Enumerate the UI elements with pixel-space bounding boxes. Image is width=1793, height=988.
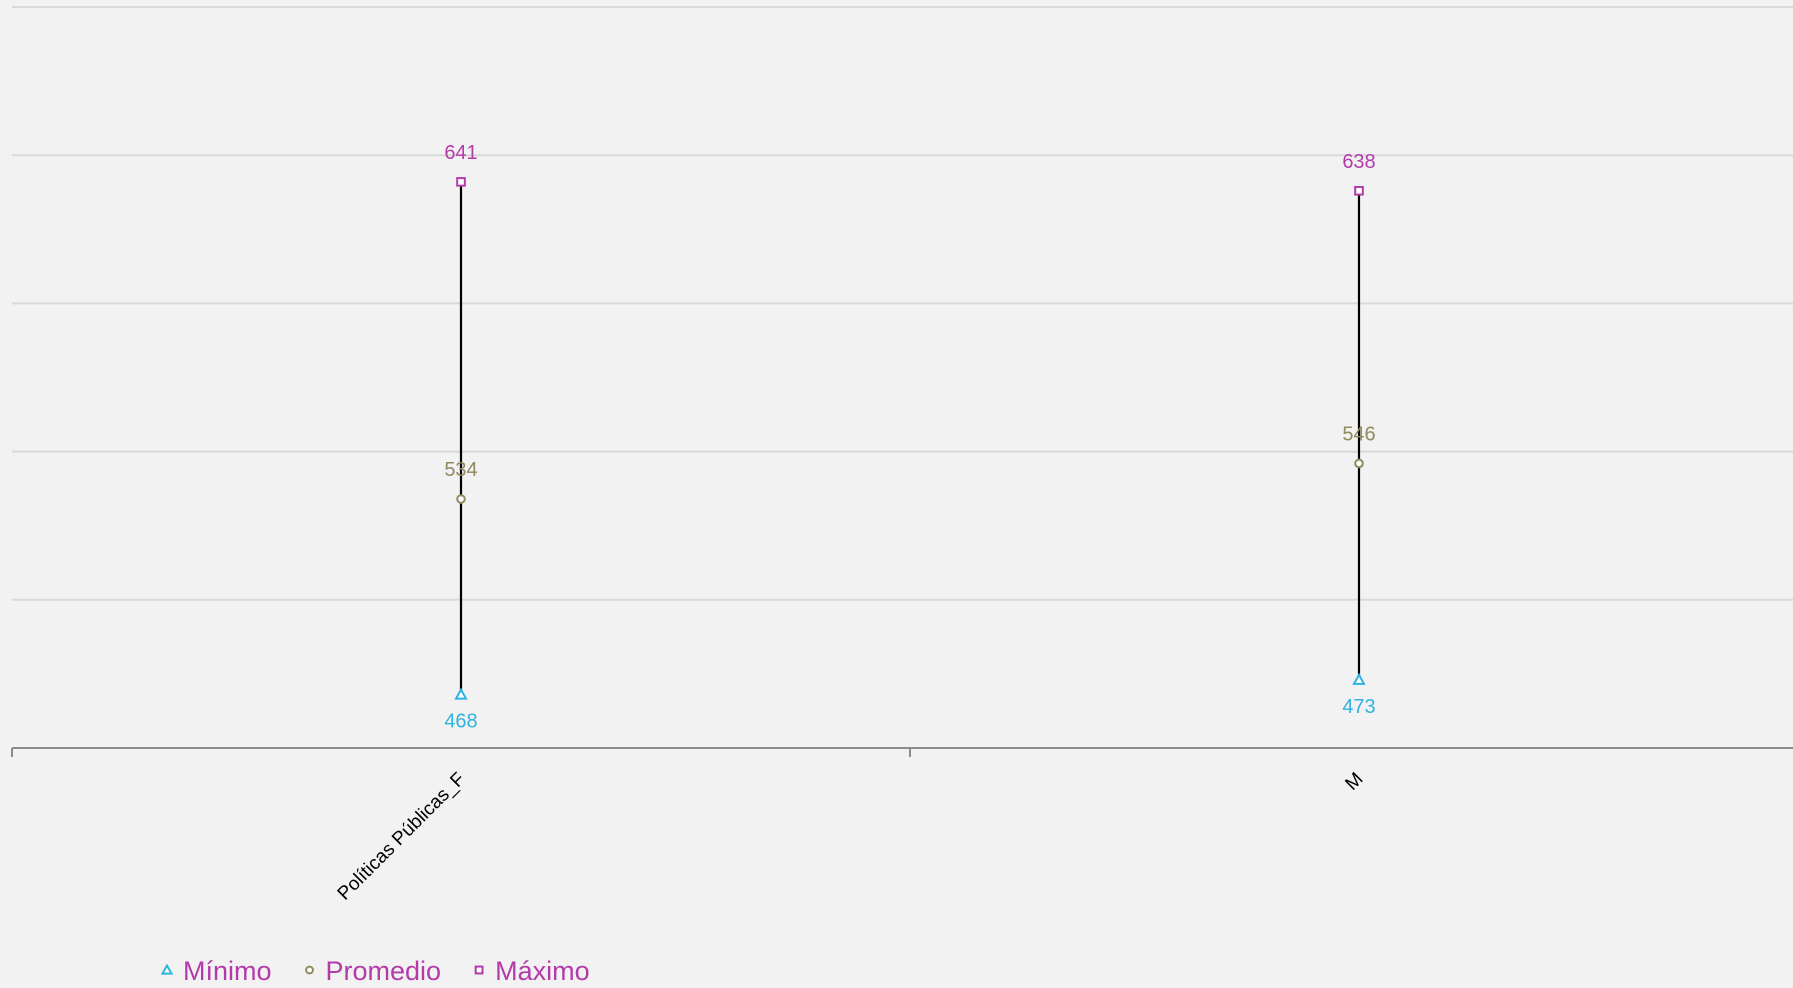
data-label-maximo-politicas-publicas-f: 641: [444, 142, 477, 164]
data-label-promedio-m: 546: [1342, 423, 1375, 445]
x-axis: [11, 747, 1793, 757]
legend-entry-maximo: Máximo: [495, 956, 590, 986]
legend-marker-promedio: [305, 965, 314, 975]
data-label-minimo-m: 473: [1342, 696, 1375, 718]
gridlines: [12, 6, 1793, 601]
marker-promedio-m: [1354, 458, 1364, 469]
x-tick-label-m: M: [1341, 769, 1367, 795]
marker-maximo-politicas-publicas-f: [456, 177, 466, 187]
legend-marker-minimo: [160, 963, 174, 975]
marker-maximo-m: [1354, 185, 1364, 196]
legend-marker-maximo: [474, 965, 484, 975]
marker-promedio-politicas-publicas-f: [456, 494, 466, 504]
x-tick-label-politicas-publicas-f: Políticas Públicas_F: [334, 769, 470, 905]
range-lines: [459, 181, 1361, 695]
data-labels: 468 473 534 546 641 638: [444, 142, 1375, 733]
data-markers: [454, 177, 1366, 700]
data-label-minimo-politicas-publicas-f: 468: [444, 711, 477, 733]
marker-minimo-m: [1352, 672, 1366, 685]
marker-minimo-politicas-publicas-f: [454, 687, 468, 700]
x-tick-labels: Políticas Públicas_F M: [334, 769, 1368, 905]
legend-entry-minimo: Mínimo: [183, 956, 272, 986]
data-label-maximo-m: 638: [1342, 151, 1375, 173]
data-label-promedio-politicas-publicas-f: 534: [444, 459, 477, 481]
legend-entry-promedio: Promedio: [326, 956, 442, 986]
legend: Mínimo Promedio Máximo: [160, 956, 590, 986]
